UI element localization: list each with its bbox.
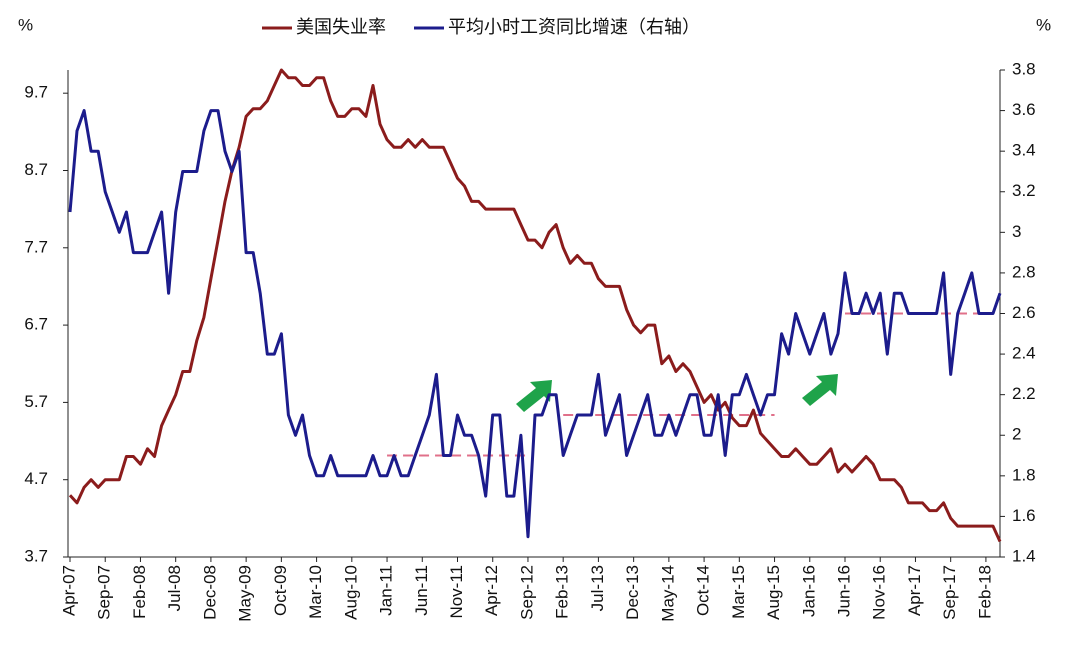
x-tick-label: Feb-13 bbox=[553, 565, 572, 619]
x-tick-label: Jun-16 bbox=[834, 565, 853, 617]
legend-label: 平均小时工资同比增速（右轴） bbox=[448, 17, 700, 37]
y2-unit: % bbox=[1036, 15, 1051, 34]
y-tick-label: 5.7 bbox=[24, 392, 48, 411]
y2-tick-label: 3.8 bbox=[1012, 59, 1036, 78]
y-tick-label: 3.7 bbox=[24, 546, 48, 565]
y2-tick-label: 2.8 bbox=[1012, 262, 1036, 281]
x-tick-label: Sep-17 bbox=[940, 565, 959, 620]
x-tick-label: Jan-16 bbox=[799, 565, 818, 617]
legend: 美国失业率 平均小时工资同比增速（右轴） bbox=[262, 17, 700, 37]
y-tick-label: 4.7 bbox=[24, 469, 48, 488]
x-tick-label: Jul-13 bbox=[588, 565, 607, 611]
y2-tick-label: 2 bbox=[1012, 425, 1021, 444]
y2-tick-label: 2.4 bbox=[1012, 344, 1036, 363]
y-tick-label: 6.7 bbox=[24, 315, 48, 334]
x-tick-label: May-14 bbox=[658, 565, 677, 622]
arrow bbox=[802, 374, 838, 406]
x-tick-label: Nov-16 bbox=[870, 565, 889, 620]
x-tick-label: Dec-13 bbox=[623, 565, 642, 620]
x-tick-label: Oct-09 bbox=[271, 565, 290, 616]
x-tick-label: Apr-12 bbox=[482, 565, 501, 616]
x-tick-label: Aug-10 bbox=[341, 565, 360, 620]
y2-tick-label: 3.6 bbox=[1012, 100, 1036, 119]
x-tick-label: Nov-11 bbox=[447, 565, 466, 619]
x-tick-label: Apr-17 bbox=[905, 565, 924, 616]
legend-label: 美国失业率 bbox=[296, 17, 386, 37]
x-tick-label: Feb-08 bbox=[130, 565, 149, 619]
y-tick-label: 7.7 bbox=[24, 237, 48, 256]
x-tick-label: Oct-14 bbox=[694, 565, 713, 616]
series-line bbox=[68, 68, 1002, 543]
x-tick-label: Sep-07 bbox=[95, 565, 114, 620]
y2-tick-label: 3.2 bbox=[1012, 181, 1036, 200]
y2-tick-label: 1.4 bbox=[1012, 546, 1036, 565]
x-tick-label: Apr-07 bbox=[59, 565, 78, 616]
x-tick-label: Jun-11 bbox=[412, 565, 431, 616]
x-tick-label: Dec-08 bbox=[200, 565, 219, 620]
y2-tick-label: 1.6 bbox=[1012, 506, 1036, 525]
x-tick-label: Mar-10 bbox=[306, 565, 325, 619]
x-tick-label: Feb-18 bbox=[975, 565, 994, 619]
x-tick-label: Jul-08 bbox=[165, 565, 184, 611]
x-tick-label: Jan-11 bbox=[377, 565, 396, 616]
y-tick-label: 8.7 bbox=[24, 160, 48, 179]
y2-tick-label: 1.8 bbox=[1012, 465, 1036, 484]
y2-tick-label: 2.6 bbox=[1012, 303, 1036, 322]
y2-tick-label: 3 bbox=[1012, 222, 1021, 241]
y2-tick-label: 2.2 bbox=[1012, 384, 1036, 403]
arrow bbox=[516, 380, 552, 412]
x-tick-label: Sep-12 bbox=[517, 565, 536, 620]
x-tick-label: Mar-15 bbox=[729, 565, 748, 619]
x-tick-label: Aug-15 bbox=[764, 565, 783, 620]
x-tick-label: May-09 bbox=[236, 565, 255, 622]
y-unit: % bbox=[18, 15, 33, 34]
y-tick-label: 9.7 bbox=[24, 83, 48, 102]
series-line bbox=[68, 109, 1002, 539]
y2-tick-label: 3.4 bbox=[1012, 141, 1036, 160]
